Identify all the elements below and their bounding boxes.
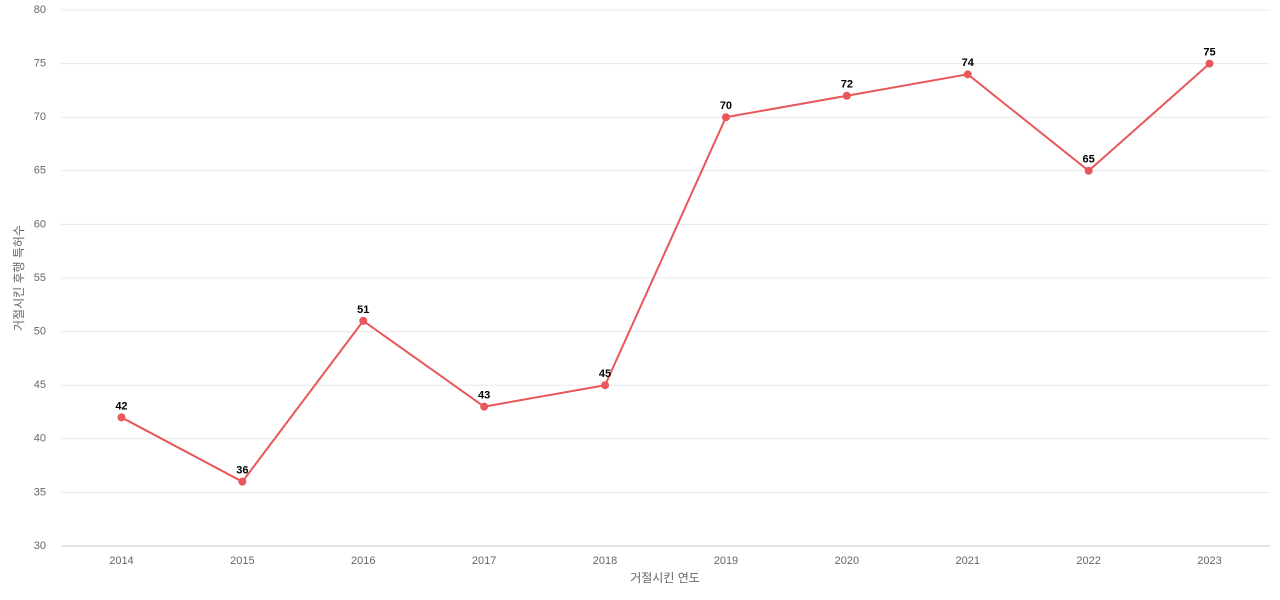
y-tick-label: 30	[34, 540, 46, 552]
value-label: 65	[1083, 154, 1095, 166]
value-label: 36	[236, 465, 248, 477]
y-tick-label: 55	[34, 272, 46, 284]
y-tick-label: 75	[34, 58, 46, 70]
value-label: 75	[1203, 47, 1215, 59]
point	[721, 113, 730, 122]
x-tick-label: 2016	[351, 555, 375, 567]
point	[480, 402, 489, 411]
value-label: 51	[357, 304, 369, 316]
x-tick-label: 2014	[109, 555, 133, 567]
value-label: 45	[599, 368, 611, 380]
y-tick-label: 40	[34, 433, 46, 445]
point	[238, 477, 247, 486]
x-tick-label: 2023	[1197, 555, 1221, 567]
y-tick-label: 70	[34, 111, 46, 123]
point	[1205, 59, 1214, 68]
x-axis-label: 거절시킨 연도	[630, 571, 700, 585]
point	[117, 413, 126, 422]
value-label: 43	[478, 390, 490, 402]
point	[963, 70, 972, 79]
point	[601, 381, 610, 390]
x-tick-label: 2020	[835, 555, 859, 567]
y-tick-label: 50	[34, 326, 46, 338]
value-label: 74	[962, 57, 975, 69]
point	[1084, 166, 1093, 175]
value-label: 42	[115, 400, 127, 412]
value-label: 72	[841, 79, 853, 91]
point	[842, 91, 851, 100]
y-tick-label: 80	[34, 4, 46, 16]
y-tick-label: 65	[34, 165, 46, 177]
x-tick-label: 2019	[714, 555, 738, 567]
y-tick-label: 60	[34, 218, 46, 230]
x-tick-label: 2017	[472, 555, 496, 567]
point	[359, 316, 368, 325]
x-tick-label: 2015	[230, 555, 254, 567]
y-tick-label: 35	[34, 486, 46, 498]
x-tick-label: 2018	[593, 555, 617, 567]
y-tick-label: 45	[34, 379, 46, 391]
x-tick-label: 2022	[1076, 555, 1100, 567]
value-label: 70	[720, 100, 732, 112]
line	[120, 62, 1211, 483]
x-tick-label: 2021	[956, 555, 980, 567]
y-axis-label: 거절시킨 후행 특허수	[11, 225, 26, 331]
